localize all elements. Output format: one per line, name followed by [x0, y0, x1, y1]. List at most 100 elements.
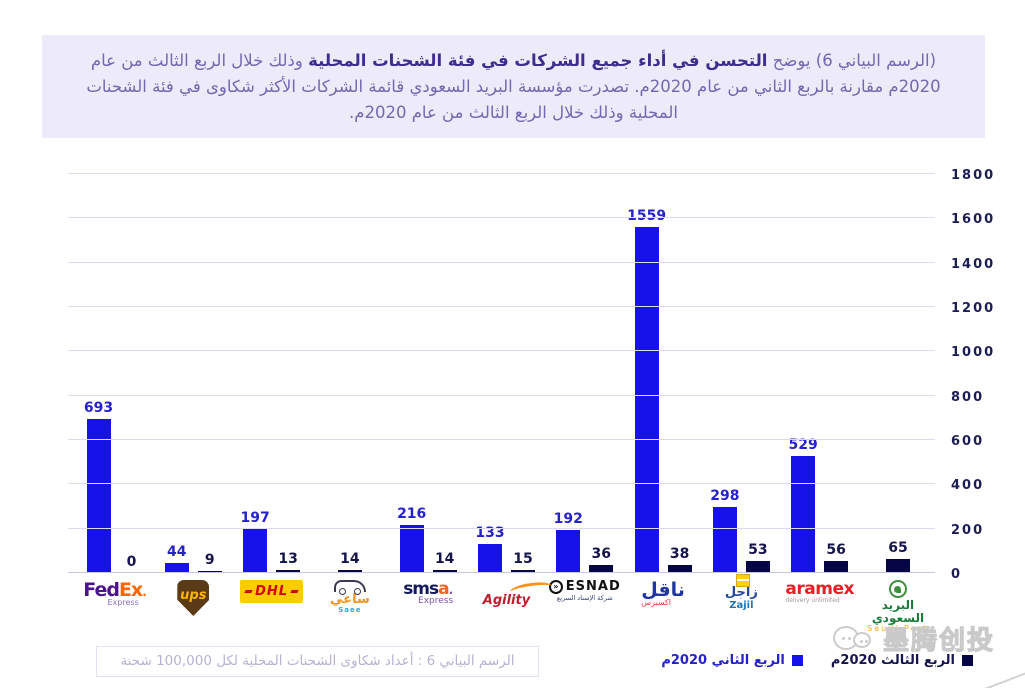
x-axis-label-naqel: ناقل اكسبرس — [630, 580, 696, 630]
bar-value-label: 15 — [513, 550, 533, 567]
bar-q3-agility: 15 — [510, 551, 535, 573]
bar-groups: 693 0 44 9 197 13 14 216 14 133 15 192 36 1559 38 298 53… — [68, 174, 935, 573]
y-axis-tick-label: 1800 — [951, 168, 996, 183]
x-axis-label-ups: ups — [160, 580, 226, 630]
bar-q2-smsa-express: 216 — [397, 506, 426, 573]
bar-q3-saudi-post: 65 — [885, 540, 910, 573]
gridline-600 — [68, 439, 935, 440]
x-axis-label-zajil: زاجل Zajil — [708, 574, 774, 630]
car-icon — [333, 580, 366, 595]
bar-q2-naqel: 1559 — [627, 208, 666, 573]
bar-group-naqel: 1559 38 — [627, 208, 696, 573]
gridline-1400 — [68, 261, 935, 263]
bar-value-label: 36 — [591, 546, 612, 563]
x-axis-company-logos: FedEx. Express ups DHL ساعي Saee smsa. Express A… — [68, 574, 935, 633]
bar-q2-dhl: 197 — [240, 510, 270, 573]
bar-chart-plot-area: 693 0 44 9 197 13 14 216 14 133 15 192 36 1559 38 298 53… — [68, 168, 993, 582]
saee-logo: ساعي Saee — [330, 580, 370, 615]
legend-item-q3: الربع الثالث 2020م — [831, 653, 973, 668]
bar-value-label: 44 — [167, 544, 187, 561]
description-text-end: وذلك خلال الربع الثالث من عام 2020م مقار… — [86, 51, 941, 122]
gridline-1800 — [68, 173, 935, 174]
agility-logo: Agility — [483, 580, 553, 608]
bar-q2-zajil: 298 — [710, 488, 739, 573]
x-axis-label-smsa-express: smsa. Express — [395, 580, 461, 630]
aramex-logo: aramex delivery unlimited — [785, 579, 854, 604]
package-box-icon — [735, 574, 750, 587]
x-axis-label-dhl: DHL — [239, 580, 305, 630]
chart-description: (الرسم البياني 6) يوضح التحسن في أداء جم… — [42, 35, 985, 138]
bar-value-label: 216 — [397, 506, 427, 523]
bar-q3-zajil: 53 — [745, 542, 770, 573]
description-text-bold: التحسن في أداء جميع الشركات في فئة الشحن… — [308, 51, 768, 70]
bar-value-label: 0 — [126, 554, 137, 570]
chart-legend: الربع الثالث 2020م الربع الثاني 2020م — [661, 653, 973, 668]
swoosh-icon — [509, 580, 553, 598]
gridline-200 — [68, 527, 935, 529]
bar-value-label: 14 — [340, 550, 360, 567]
x-axis-label-agility: Agility — [473, 580, 553, 630]
y-axis-tick-label: 1000 — [951, 345, 996, 361]
bar-value-label: 1559 — [627, 208, 667, 225]
gridline-1200 — [68, 306, 935, 307]
ups-logo: ups — [177, 580, 210, 616]
y-axis-tick-label: 600 — [951, 434, 985, 449]
smsa-logo: smsa. Express — [403, 579, 454, 606]
x-axis-label-fedex-express: FedEx. Express — [82, 580, 148, 630]
bar-group-smsa-express: 216 14 — [395, 506, 461, 573]
x-axis-label-esnad-express: » ESNAD شركة الإسناد السريع — [548, 579, 621, 630]
gridline-1600 — [68, 217, 935, 219]
esnad-chevron-icon: » — [548, 580, 563, 595]
bar-group-fedex-express: 693 0 — [82, 400, 148, 573]
dhl-logo: DHL — [240, 580, 304, 603]
bar-value-label: 693 — [83, 400, 114, 417]
bar-value-label: 38 — [669, 545, 690, 562]
gridline-1000 — [68, 350, 935, 352]
bar-q3-smsa-express: 14 — [432, 551, 457, 573]
bar-value-label: 9 — [204, 552, 215, 569]
bar-q2-ups: 44 — [164, 544, 189, 573]
bar-group-saudi-post: 65 — [865, 540, 931, 573]
momentum-works-logo-icon — [832, 624, 875, 654]
saudi-post-logo: البريد السعودي Saudi Post — [865, 580, 931, 634]
y-axis-tick-label: 0 — [951, 567, 963, 582]
x-axis-label-saudi-post: البريد السعودي Saudi Post — [865, 580, 931, 633]
bar-q3-esnad-express: 36 — [589, 546, 614, 573]
esnad-logo: » ESNAD شركة الإسناد السريع — [548, 579, 621, 602]
y-axis-tick-label: 200 — [951, 522, 985, 538]
chart-caption: الرسم البياني 6 : أعداد شكاوى الشحنات ال… — [96, 646, 539, 677]
bar-q3-aramex: 56 — [824, 542, 849, 573]
bar-group-saee: 14 — [317, 551, 383, 573]
bar-value-label: 65 — [888, 539, 908, 556]
bar-value-label: 56 — [826, 541, 846, 558]
bar-value-label: 14 — [434, 550, 455, 567]
bar-q3-naqel: 38 — [667, 546, 692, 573]
gridline-400 — [68, 483, 935, 485]
y-axis-tick-label: 400 — [951, 478, 985, 494]
y-axis-tick-label: 1400 — [951, 256, 996, 272]
legend-label-q2: الربع الثاني 2020م — [661, 653, 785, 668]
x-axis-label-aramex: aramex delivery unlimited — [785, 579, 854, 630]
bar-group-agility: 133 15 — [473, 525, 539, 573]
legend-item-q2: الربع الثاني 2020م — [661, 653, 803, 668]
bar-q2-aramex: 529 — [789, 437, 818, 573]
bar-group-dhl: 197 13 — [239, 510, 305, 573]
y-axis-tick-label: 1200 — [951, 301, 996, 316]
bar-value-label: 529 — [788, 436, 818, 453]
zajil-logo: زاجل Zajil — [725, 574, 758, 611]
bar-value-label: 13 — [278, 551, 298, 568]
bar-value-label: 197 — [240, 510, 270, 527]
x-axis-label-saee: ساعي Saee — [317, 580, 383, 630]
bar-q3-dhl: 13 — [276, 551, 301, 573]
legend-swatch-q3 — [962, 655, 973, 666]
bar-q2-fedex-express: 693 — [84, 400, 113, 573]
bar-value-label: 298 — [710, 487, 740, 504]
y-axis-tick-label: 1600 — [951, 212, 996, 228]
bar-group-zajil: 298 53 — [708, 488, 774, 573]
fedex-logo: FedEx. Express — [83, 579, 147, 607]
bar-q3-saee: 14 — [337, 551, 362, 573]
legend-label-q3: الربع الثالث 2020م — [830, 653, 955, 668]
saudi-post-emblem-icon — [888, 580, 907, 598]
gridline-0 — [68, 572, 935, 573]
